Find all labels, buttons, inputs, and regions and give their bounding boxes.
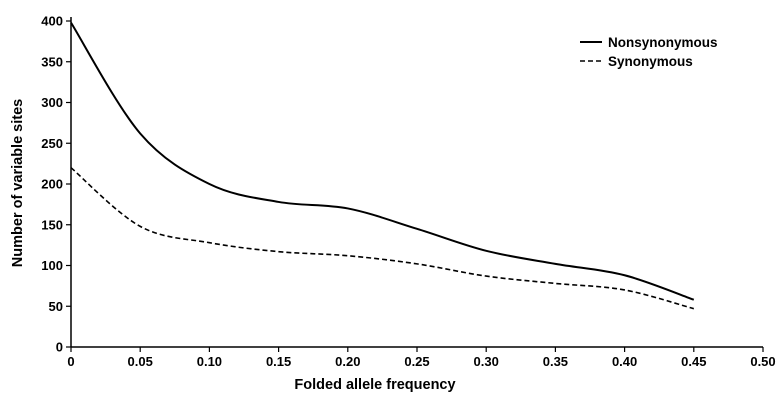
y-tick-label: 400 <box>41 14 63 29</box>
y-ticks: 0 50 100 150 200 250 300 350 400 <box>41 14 71 355</box>
series-line-nonsynonymous <box>70 22 695 301</box>
legend: Nonsynonymous Synonymous <box>580 35 718 69</box>
x-ticks: 0 0.05 0.10 0.15 0.20 0.25 0.30 0.35 0.40 0.45 0.5… <box>67 347 776 369</box>
legend-label-synonymous: Synonymous <box>608 54 693 69</box>
x-tick-label: 0.05 <box>128 354 153 369</box>
series-line-synonymous <box>70 167 695 310</box>
x-tick-label: 0.20 <box>335 354 360 369</box>
y-tick-label: 0 <box>56 340 63 355</box>
x-tick-label: 0.30 <box>474 354 499 369</box>
x-tick-label: 0.45 <box>681 354 706 369</box>
x-tick-label: 0.25 <box>404 354 429 369</box>
x-tick-label: 0.15 <box>266 354 291 369</box>
x-tick-label: 0.35 <box>543 354 568 369</box>
y-tick-label: 200 <box>41 177 63 192</box>
x-axis-title: Folded allele frequency <box>294 377 455 393</box>
y-tick-label: 300 <box>41 95 63 110</box>
x-tick-label: 0.40 <box>612 354 637 369</box>
legend-label-nonsynonymous: Nonsynonymous <box>608 35 718 50</box>
x-tick-label: 0.50 <box>750 354 775 369</box>
x-tick-label: 0.10 <box>197 354 222 369</box>
y-tick-label: 150 <box>41 217 63 232</box>
y-tick-label: 100 <box>41 258 63 273</box>
series-lines <box>70 22 695 310</box>
y-tick-label: 350 <box>41 54 63 69</box>
y-tick-label: 50 <box>49 299 63 314</box>
x-tick-label: 0 <box>67 354 74 369</box>
y-axis-title: Number of variable sites <box>10 99 26 267</box>
y-tick-label: 250 <box>41 136 63 151</box>
